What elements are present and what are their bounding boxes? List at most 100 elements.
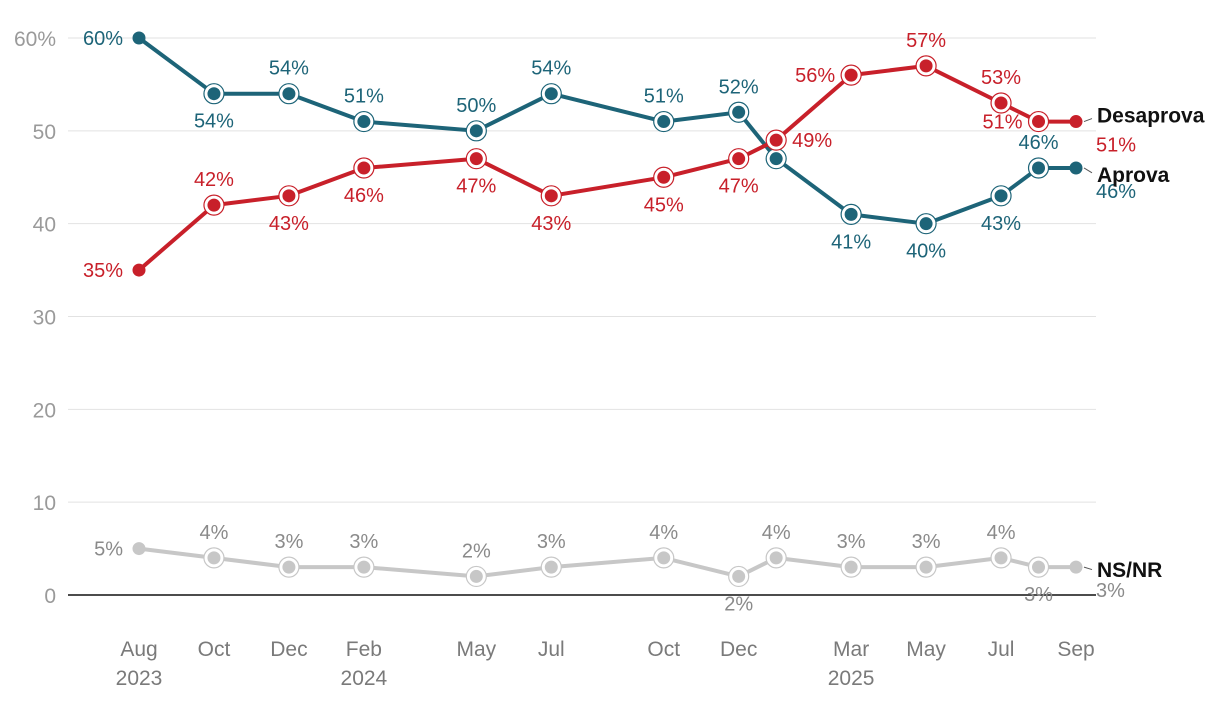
series-leader [1083, 566, 1093, 571]
data-label: 3% [1024, 584, 1053, 606]
data-point [469, 569, 483, 583]
data-point [1069, 161, 1083, 175]
y-tick-label: 10 [33, 492, 56, 515]
data-point [469, 152, 483, 166]
data-point [844, 560, 858, 574]
data-point [919, 59, 933, 73]
data-label: 53% [981, 67, 1021, 89]
data-point [469, 124, 483, 138]
data-point [282, 189, 296, 203]
series-leader [1083, 118, 1093, 123]
series-line [137, 36, 1076, 226]
y-tick-label: 60% [14, 28, 56, 51]
data-label: 5% [94, 539, 123, 561]
data-label: 3% [537, 531, 566, 553]
series-line [137, 63, 1076, 272]
data-label: 49% [792, 130, 832, 152]
x-tick-label: Dec [720, 638, 757, 661]
data-label: 51% [344, 86, 384, 108]
data-point [769, 551, 783, 565]
y-tick-label: 0 [44, 585, 56, 608]
data-label: 2% [462, 540, 491, 562]
y-axis: 0 10 20 30 40 50 60% [14, 28, 56, 608]
y-tick-label: 50 [33, 121, 56, 144]
data-label: 43% [269, 213, 309, 235]
data-label: 54% [269, 58, 309, 80]
data-label: 3% [274, 531, 303, 553]
data-label: 40% [906, 241, 946, 263]
data-point [994, 551, 1008, 565]
data-point [132, 263, 146, 277]
data-point [769, 133, 783, 147]
series-name-label: Desaprova [1097, 105, 1205, 128]
data-label: 4% [200, 522, 229, 544]
data-label: 51% [982, 112, 1022, 134]
series-name-label: NS/NR [1097, 559, 1162, 582]
data-label: 56% [795, 65, 835, 87]
x-tick-year: 2025 [828, 667, 875, 690]
data-label: 41% [831, 231, 871, 253]
data-label: 54% [531, 58, 571, 80]
data-point [732, 569, 746, 583]
data-label: 47% [456, 176, 496, 198]
y-tick-label: 20 [33, 399, 56, 422]
data-label: 4% [762, 522, 791, 544]
x-tick-label: Dec [270, 638, 307, 661]
x-tick-label: Jul [538, 638, 565, 661]
gridlines [68, 37, 1096, 503]
data-point [357, 560, 371, 574]
data-label: 35% [83, 260, 123, 282]
data-label: 3% [837, 531, 866, 553]
data-point [994, 96, 1008, 110]
data-point [357, 115, 371, 129]
x-axis: Aug 2023 Oct Dec Feb 2024 May Jul Oct Dec Mar 2025 M… [68, 594, 1096, 690]
series-name-label: Aprova [1097, 164, 1170, 187]
data-label: 45% [644, 194, 684, 216]
series-aprova: 60%54%54%51% 50%54%51% 52%41% 40%43%46%46%A… [83, 28, 1170, 263]
data-label: 43% [531, 213, 571, 235]
x-tick-label: Oct [647, 638, 680, 661]
data-point [657, 115, 671, 129]
data-point [1032, 161, 1046, 175]
x-tick-label: May [456, 638, 496, 661]
data-label: 3% [912, 531, 941, 553]
x-tick-label: Aug [120, 638, 157, 661]
data-point [919, 560, 933, 574]
data-label: 50% [456, 95, 496, 117]
data-label: 60% [83, 28, 123, 50]
data-point [1032, 560, 1046, 574]
series-layer: 60%54%54%51% 50%54%51% 52%41% 40%43%46%46%A… [83, 28, 1205, 615]
data-label: 57% [906, 30, 946, 52]
x-tick-label: Sep [1057, 638, 1094, 661]
x-tick-label: Feb [346, 638, 382, 661]
data-label: 3% [349, 531, 378, 553]
data-point [282, 560, 296, 574]
data-label: 46% [1096, 181, 1136, 203]
data-point [732, 152, 746, 166]
data-label: 2% [724, 593, 753, 615]
data-point [207, 198, 221, 212]
data-point [657, 170, 671, 184]
data-label: 47% [719, 176, 759, 198]
data-label: 46% [344, 185, 384, 207]
data-point [357, 161, 371, 175]
series-desaprova: 35% 42% 43% 46% 47% 43% 45% 47% 49% 56% 57% 53% 51% 5… [83, 30, 1205, 282]
y-tick-label: 40 [33, 214, 56, 237]
data-label: 54% [194, 111, 234, 133]
data-label: 51% [644, 86, 684, 108]
data-point [207, 87, 221, 101]
x-tick-label: Jul [988, 638, 1015, 661]
data-point [769, 152, 783, 166]
data-label: 4% [649, 522, 678, 544]
data-point [844, 68, 858, 82]
data-label: 43% [981, 213, 1021, 235]
data-point [732, 105, 746, 119]
data-point [544, 560, 558, 574]
data-point [919, 217, 933, 231]
data-point [844, 207, 858, 221]
x-tick-year: 2023 [116, 667, 163, 690]
data-point [544, 87, 558, 101]
data-label: 3% [1096, 580, 1125, 602]
data-point [544, 189, 558, 203]
